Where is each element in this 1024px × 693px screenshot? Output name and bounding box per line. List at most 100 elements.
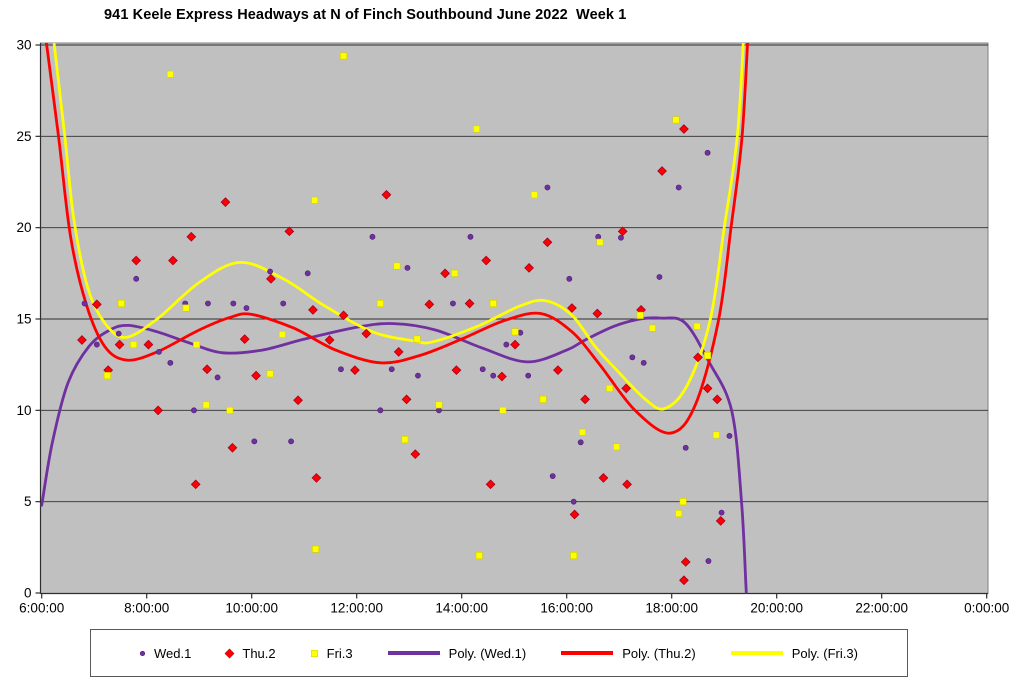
data-point-wed-1 — [718, 509, 725, 516]
y-axis-label: 30 — [16, 38, 31, 53]
data-point-thu-2 — [592, 308, 603, 319]
trendline-poly-thu-2 — [45, 43, 749, 435]
data-point-thu-2 — [168, 255, 178, 266]
data-point-fri-3 — [117, 299, 125, 307]
y-axis-label: 20 — [16, 220, 31, 235]
data-point-thu-2 — [524, 262, 534, 273]
legend-label: Wed.1 — [154, 645, 192, 661]
data-point-thu-2 — [77, 335, 87, 345]
data-point-wed-1 — [450, 300, 456, 307]
trendline-swatch-poly-wed-1 — [387, 651, 440, 655]
data-point-fri-3 — [475, 552, 483, 560]
data-point-thu-2 — [361, 328, 372, 339]
data-point-wed-1 — [280, 300, 287, 307]
data-point-wed-1 — [338, 366, 344, 373]
trendline-swatch-poly-thu-2 — [561, 651, 614, 655]
x-axis-label: 8:00:00 — [124, 601, 169, 616]
data-point-wed-1 — [618, 234, 624, 241]
marker-swatch-thu-2 — [224, 648, 235, 658]
data-point-fri-3 — [570, 552, 578, 560]
data-point-wed-1 — [404, 264, 411, 271]
data-point-wed-1 — [656, 274, 663, 280]
legend-item-poly-wed-1: Poly. (Wed.1) — [387, 646, 526, 661]
data-point-thu-2 — [308, 305, 318, 315]
legend-label: Thu.2 — [242, 645, 276, 661]
data-point-wed-1 — [214, 374, 221, 381]
data-point-fri-3 — [473, 125, 481, 133]
trendline-poly-fri-3 — [52, 43, 745, 411]
data-point-wed-1 — [503, 341, 510, 348]
data-point-wed-1 — [415, 372, 421, 379]
legend-label: Poly. (Fri.3) — [791, 645, 858, 661]
legend-item-wed-1: Wed.1 — [140, 646, 191, 661]
data-point-fri-3 — [311, 196, 319, 204]
legend-item-thu-2: Thu.2 — [224, 645, 276, 661]
data-point-wed-1 — [704, 149, 711, 156]
data-point-wed-1 — [436, 407, 442, 414]
y-axis-label: 15 — [16, 312, 31, 327]
data-point-wed-1 — [369, 233, 376, 240]
data-point-thu-2 — [266, 273, 276, 284]
data-point-thu-2 — [190, 479, 201, 490]
data-point-thu-2 — [424, 299, 435, 310]
data-point-thu-2 — [131, 255, 142, 266]
data-point-wed-1 — [544, 184, 551, 191]
data-point-wed-1 — [205, 300, 211, 307]
data-point-thu-2 — [680, 557, 691, 567]
marker-swatch-wed-1 — [140, 650, 146, 656]
data-point-fri-3 — [401, 436, 409, 444]
x-axis-label: 16:00:00 — [540, 601, 593, 616]
data-point-thu-2 — [693, 352, 703, 363]
data-point-fri-3 — [613, 443, 621, 451]
data-point-wed-1 — [467, 233, 474, 240]
data-point-thu-2 — [598, 473, 609, 483]
data-point-wed-1 — [705, 558, 712, 564]
data-point-wed-1 — [726, 433, 733, 439]
data-point-thu-2 — [715, 515, 726, 526]
data-point-fri-3 — [539, 395, 547, 403]
x-axis-label: 20:00:00 — [750, 601, 803, 616]
data-point-thu-2 — [464, 298, 475, 309]
y-axis-label: 5 — [24, 494, 32, 509]
data-point-fri-3 — [103, 372, 111, 380]
trendline-swatch-poly-fri-3 — [730, 651, 783, 655]
data-point-thu-2 — [580, 394, 590, 405]
data-point-fri-3 — [278, 331, 286, 339]
data-point-fri-3 — [648, 324, 656, 332]
data-point-fri-3 — [130, 341, 138, 349]
x-axis-label: 0:00:00 — [964, 601, 1009, 616]
x-axis-label: 18:00:00 — [645, 601, 698, 616]
data-point-thu-2 — [542, 237, 553, 248]
x-axis-label: 6:00:00 — [19, 601, 64, 616]
data-point-fri-3 — [451, 269, 459, 277]
data-point-thu-2 — [702, 383, 713, 394]
data-point-thu-2 — [324, 335, 335, 345]
legend-item-fri-3: Fri.3 — [310, 646, 353, 661]
data-point-wed-1 — [81, 300, 88, 307]
data-point-wed-1 — [230, 300, 237, 307]
data-point-thu-2 — [220, 197, 231, 207]
x-axis-label: 12:00:00 — [330, 601, 383, 616]
data-point-fri-3 — [340, 52, 348, 60]
y-axis-label: 0 — [24, 586, 32, 601]
data-point-thu-2 — [679, 575, 689, 586]
data-point-fri-3 — [636, 311, 644, 319]
data-point-wed-1 — [156, 348, 162, 355]
data-point-thu-2 — [440, 268, 450, 279]
data-point-wed-1 — [191, 407, 197, 414]
data-point-wed-1 — [629, 354, 636, 361]
data-point-fri-3 — [376, 299, 384, 307]
data-point-thu-2 — [657, 166, 667, 176]
data-point-wed-1 — [577, 439, 584, 446]
data-point-fri-3 — [489, 299, 497, 307]
data-point-wed-1 — [388, 366, 395, 373]
data-point-thu-2 — [227, 442, 238, 453]
data-point-thu-2 — [381, 189, 392, 200]
data-point-fri-3 — [672, 116, 680, 124]
data-point-fri-3 — [393, 262, 401, 270]
data-point-thu-2 — [91, 299, 102, 310]
data-point-thu-2 — [617, 226, 628, 237]
data-point-wed-1 — [267, 268, 273, 275]
